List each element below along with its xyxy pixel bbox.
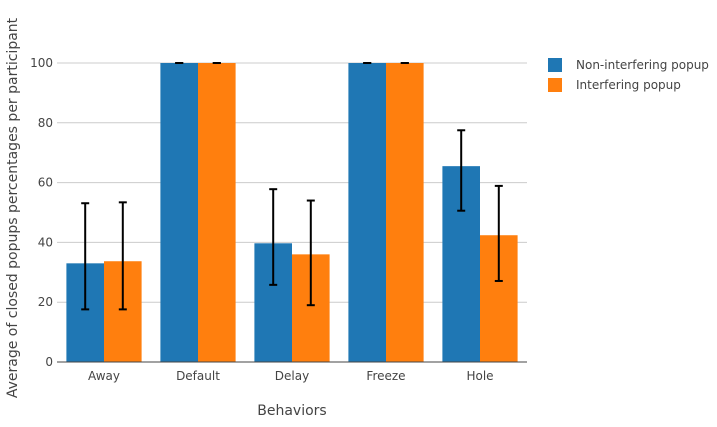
error-bar-away-non-interfering: [81, 202, 90, 311]
bar-default-interfering[interactable]: [198, 63, 236, 362]
x-tick-label-delay: Delay: [275, 369, 309, 383]
legend: Non-interfering popup Interfering popup: [548, 55, 709, 95]
x-tick-labels: Away Default Delay Freeze Hole: [88, 369, 494, 383]
y-tick-label-0: 0: [45, 355, 53, 369]
error-bar-hole-interfering: [494, 184, 503, 282]
legend-swatch-non-interfering: [548, 58, 562, 72]
x-axis-title: Behaviors: [257, 403, 326, 419]
bar-freeze-interfering[interactable]: [386, 63, 424, 362]
error-bar-away-interfering: [118, 201, 127, 311]
legend-item-non-interfering[interactable]: Non-interfering popup: [548, 55, 709, 75]
y-tick-labels: 0 20 40 60 80 100: [30, 56, 53, 369]
error-bars: [81, 62, 503, 311]
x-tick-label-hole: Hole: [466, 369, 493, 383]
y-tick-label-80: 80: [38, 116, 53, 130]
error-bar-delay-non-interfering: [269, 188, 278, 286]
y-tick-label-20: 20: [38, 295, 53, 309]
y-tick-label-40: 40: [38, 235, 53, 249]
y-axis-title: Average of closed popups percentages per…: [5, 17, 21, 398]
y-tick-label-60: 60: [38, 176, 53, 190]
y-tick-label-100: 100: [30, 56, 53, 70]
legend-swatch-interfering: [548, 78, 562, 92]
legend-label-interfering: Interfering popup: [576, 78, 681, 92]
error-bar-hole-non-interfering: [457, 129, 466, 212]
bars: [66, 63, 518, 362]
bar-default-non-interfering[interactable]: [160, 63, 198, 362]
legend-item-interfering[interactable]: Interfering popup: [548, 75, 709, 95]
legend-label-non-interfering: Non-interfering popup: [576, 58, 709, 72]
x-tick-label-away: Away: [88, 369, 120, 383]
x-tick-label-freeze: Freeze: [366, 369, 405, 383]
error-bar-delay-interfering: [306, 199, 315, 307]
x-tick-label-default: Default: [176, 369, 220, 383]
bar-freeze-non-interfering[interactable]: [348, 63, 386, 362]
